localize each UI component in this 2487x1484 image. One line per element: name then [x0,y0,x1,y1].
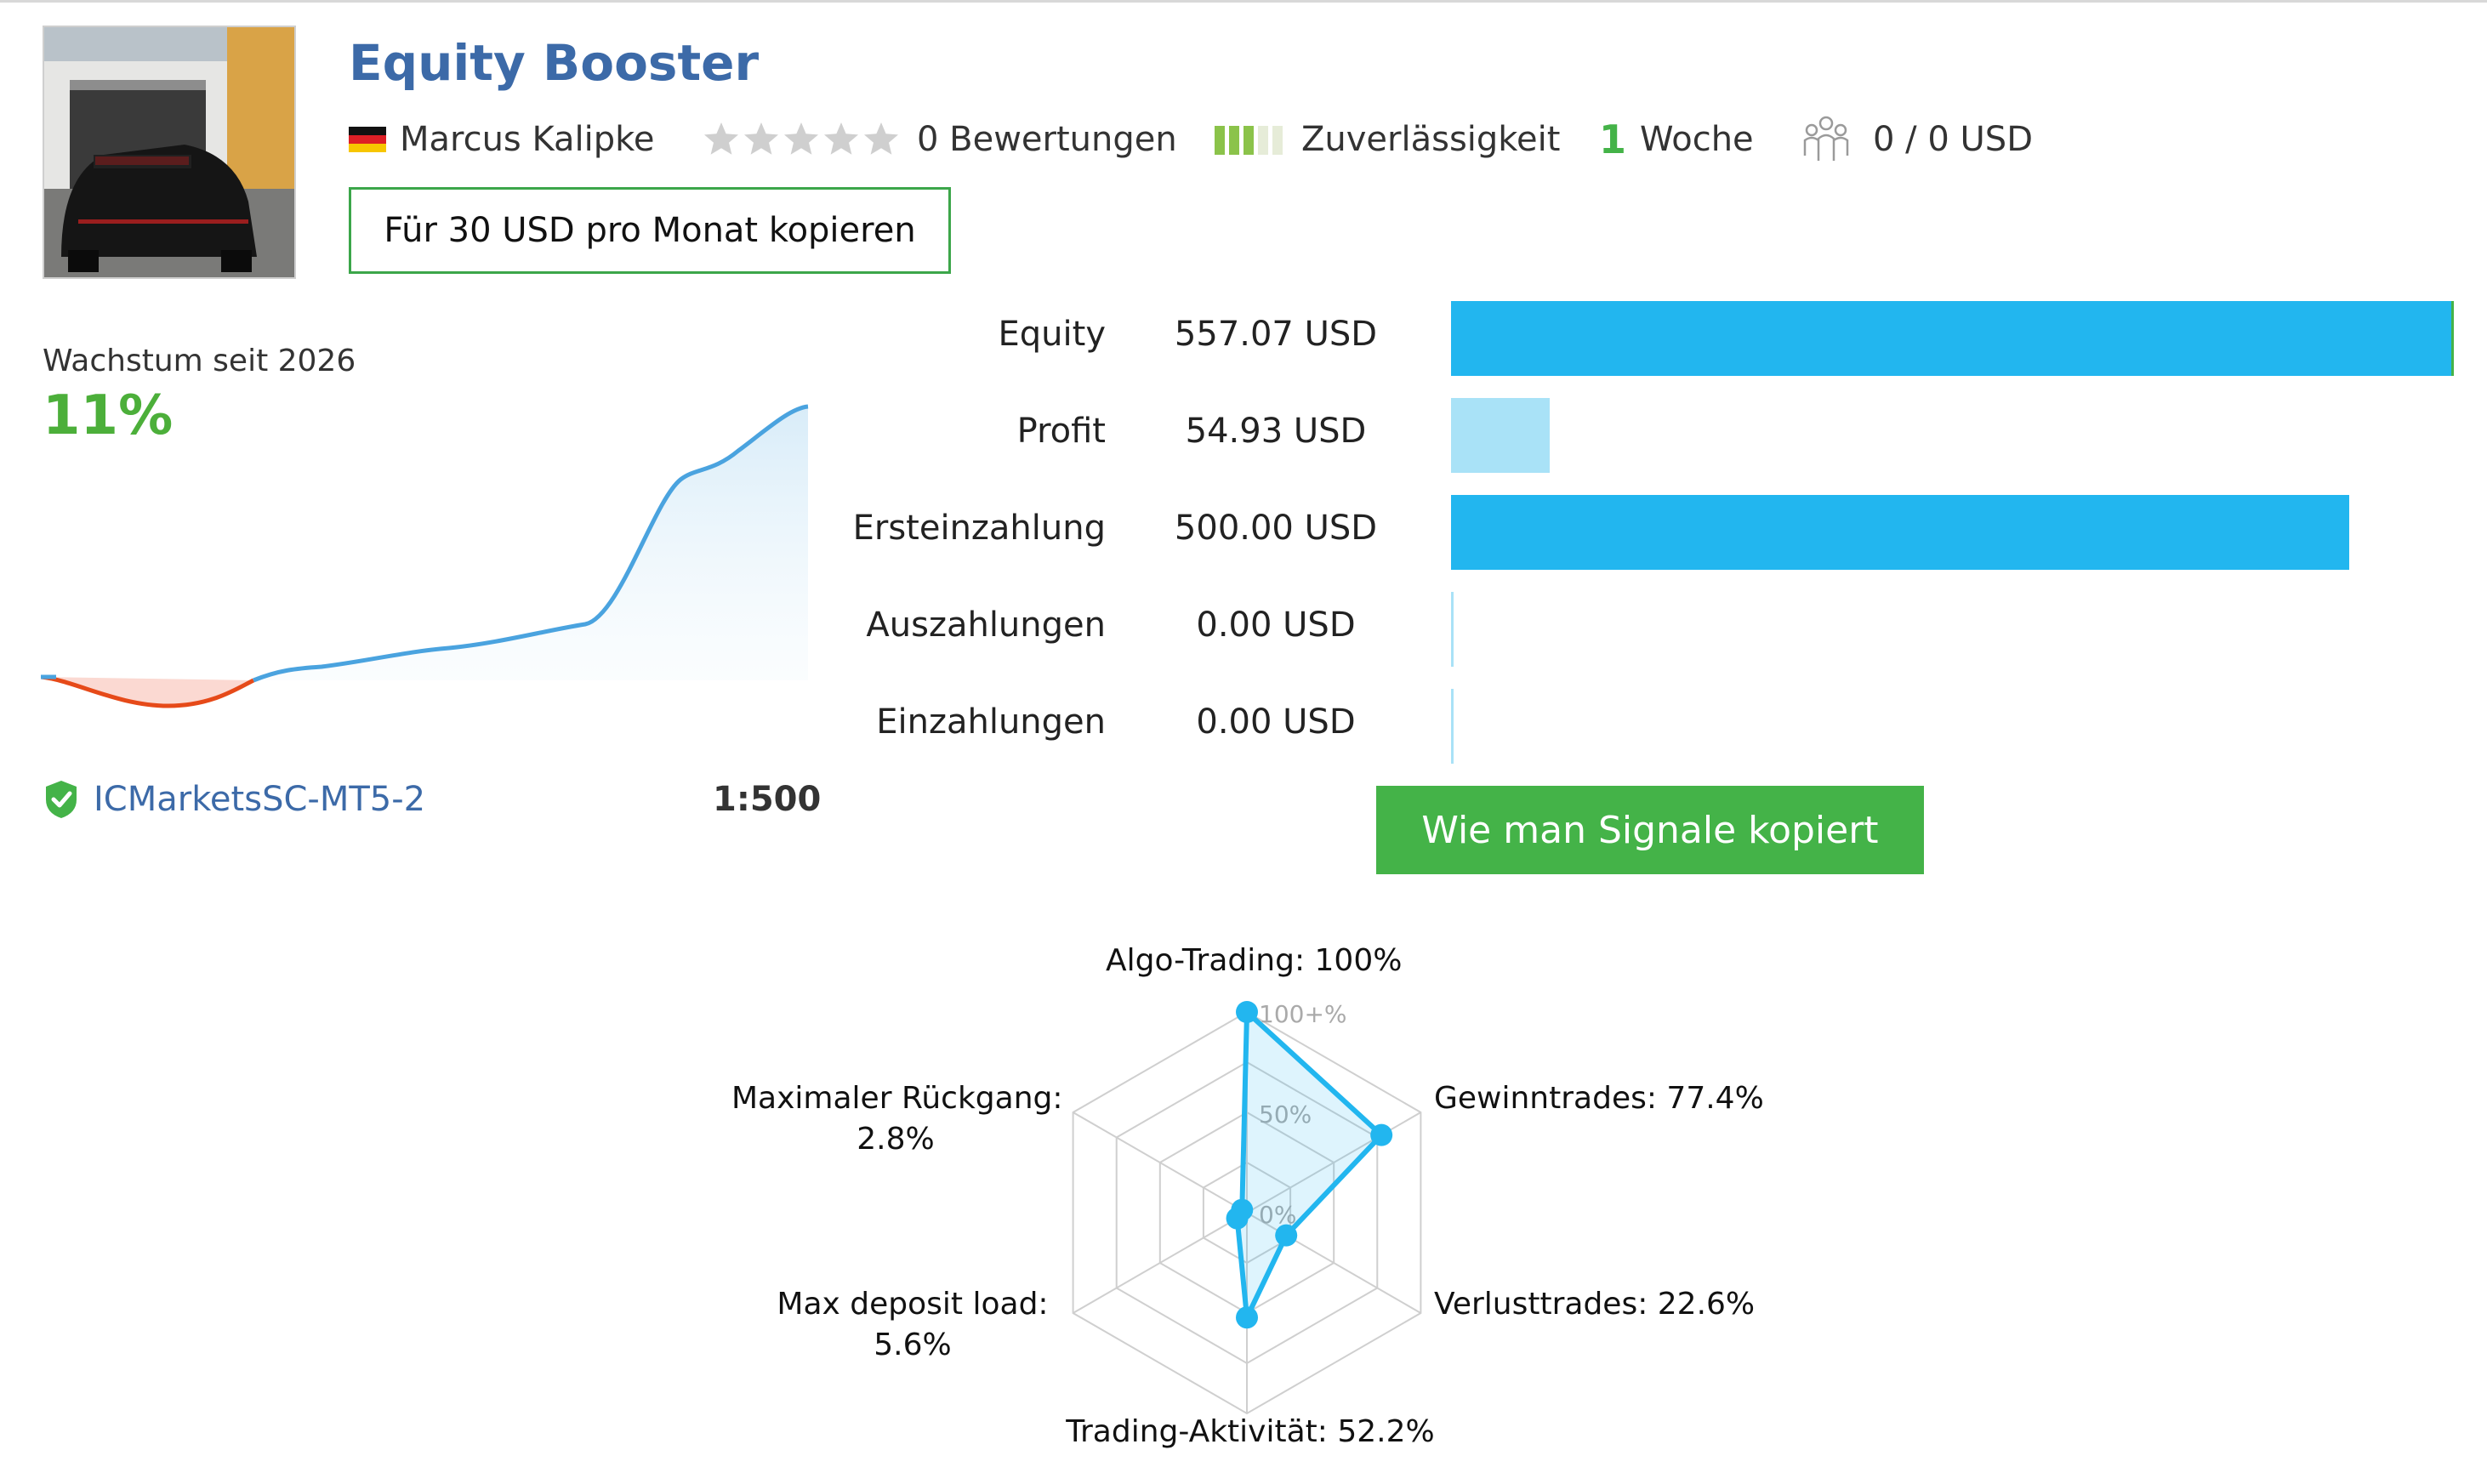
stat-label-withdrawals: Auszahlungen [866,606,1106,645]
radar-point-2 [1275,1224,1298,1247]
radar-axis-4 [1073,1212,1248,1314]
reliability-block: Zuverlässigkeit [1215,111,1560,168]
verified-shield-icon [46,781,77,818]
how-to-copy-signals-button[interactable]: Wie man Signale kopiert [1376,786,1924,874]
reliability-label: Zuverlässigkeit [1301,120,1561,159]
radar-label-algo-trading: Algo-Trading: 100% [1106,943,1403,978]
stat-bar-deposits [1451,689,1454,764]
radar-tick-label: 0% [1259,1201,1296,1229]
stat-label-deposits: Einzahlungen [876,702,1106,742]
growth-chart[interactable] [41,391,815,731]
stat-label-initial-deposit: Ersteinzahlung [852,509,1106,548]
stat-value-profit: 54.93 USD [1185,412,1367,451]
growth-area-positive [253,407,808,680]
signal-title[interactable]: Equity Booster [349,34,760,92]
growth-area-negative [41,677,253,706]
leverage-value: 1:500 [713,780,822,819]
radar-tick-label: 50% [1259,1100,1312,1129]
rating-stars-icon [704,122,898,155]
radar-label-max-drawdown-value: 2.8% [857,1122,935,1157]
radar-point-5 [1231,1198,1254,1221]
growth-line-negative [41,674,255,708]
subscribers-block: 0 / 0 USD [1800,111,2033,168]
radar-point-0 [1236,1001,1258,1023]
weeks-label: Woche [1640,120,1754,159]
rating-block[interactable]: 0 Bewertungen [703,111,1177,168]
radar-label-max-drawdown-title: Maximaler Rückgang: [731,1081,1063,1116]
broker-name[interactable]: ICMarketsSC-MT5-2 [94,780,426,819]
stat-bar-profit [1451,398,1550,473]
radar-axis-1 [1246,1112,1421,1214]
flag-germany-icon [349,127,386,152]
radar-point-1 [1370,1123,1393,1146]
copy-subscribe-button[interactable]: Für 30 USD pro Monat kopieren [349,187,951,274]
stat-value-equity: 557.07 USD [1174,315,1378,354]
stat-label-profit: Profit [1016,412,1106,451]
growth-value: 11% [43,384,174,447]
weeks-number: 1 [1599,117,1627,162]
radar-chart: 100+% 50% 0% [1072,1000,1422,1415]
broker-link[interactable]: ICMarketsSC-MT5-2 [43,776,425,823]
stat-bar-withdrawals [1451,592,1454,667]
subscribers-value: 0 / 0 USD [1873,120,2033,159]
subscribers-icon [1803,116,1849,161]
radar-label-max-deposit-load: Max deposit load: 5.6% [765,1284,1060,1366]
stat-label-equity: Equity [998,315,1106,354]
radar-series-line [1234,1009,1385,1321]
stat-bar-initial-deposit [1451,495,2349,570]
radar-label-max-deposit-load-value: 5.6% [874,1328,952,1362]
radar-label-trading-activity: Trading-Aktivität: 52.2% [1066,1414,1435,1449]
signal-avatar[interactable] [43,26,296,279]
author-block[interactable]: Marcus Kalipke [349,111,655,168]
stat-bar-equity [1451,301,2454,376]
stat-value-deposits: 0.00 USD [1196,702,1356,742]
stat-value-initial-deposit: 500.00 USD [1174,509,1378,548]
radar-axis-2 [1246,1212,1421,1314]
radar-point-3 [1236,1306,1258,1329]
radar-label-max-deposit-load-title: Max deposit load: [777,1287,1049,1322]
radar-label-winning-trades: Gewinntrades: 77.4% [1434,1081,1764,1116]
radar-label-max-drawdown: Maximaler Rückgang: 2.8% [731,1078,1063,1160]
stat-value-withdrawals: 0.00 USD [1196,606,1356,645]
growth-line-positive [253,404,809,683]
author-name[interactable]: Marcus Kalipke [400,120,655,159]
weeks-block: 1 Woche [1599,111,1754,168]
reviews-count[interactable]: 0 Bewertungen [917,120,1177,159]
radar-tick-label: 100+% [1259,1000,1347,1028]
reliability-bars-icon [1215,126,1283,155]
radar-label-losing-trades: Verlusttrades: 22.6% [1434,1287,1756,1322]
top-divider [0,0,2487,3]
growth-label: Wachstum seit 2026 [43,344,356,378]
car-photo-image [44,27,294,277]
radar-axis-5 [1073,1112,1248,1214]
